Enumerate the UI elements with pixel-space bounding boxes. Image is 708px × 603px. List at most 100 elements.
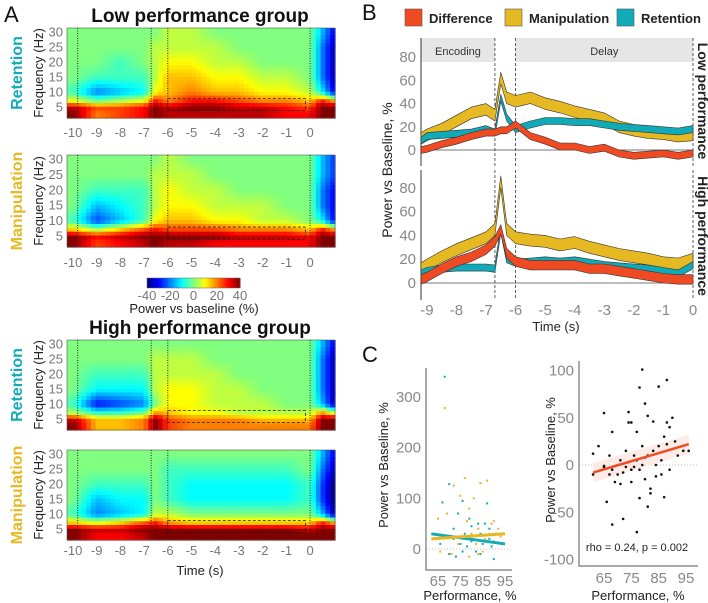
heatmap-cell [81, 158, 87, 164]
heatmap-cell [224, 174, 231, 179]
heatmap-cell [205, 385, 212, 390]
panel-label-b: B [362, 0, 377, 25]
heatmap-cell [71, 525, 78, 530]
heatmap-cell [220, 457, 226, 462]
heatmap-cell [67, 178, 73, 183]
heatmap-cell [162, 403, 169, 409]
heatmap-cell [162, 528, 169, 534]
heatmap-cell [311, 212, 317, 217]
heatmap-cell [220, 472, 226, 477]
heatmap-cell [162, 91, 169, 97]
heatmap-cell [95, 528, 102, 534]
heatmap-cell [153, 517, 159, 522]
heatmap-cell [320, 185, 327, 191]
heatmap-cell [105, 513, 111, 519]
heatmap-cell [220, 491, 226, 496]
heatmap-cell [114, 528, 121, 534]
heatmap-cell [215, 174, 221, 179]
heatmap-cell [311, 155, 317, 160]
heatmap-cell [191, 422, 197, 427]
heatmap-cell [239, 106, 245, 112]
heatmap-cell [210, 204, 216, 210]
heatmap-cell [282, 65, 288, 70]
heatmap-cell [153, 170, 159, 175]
heatmap-cell [315, 58, 322, 63]
heatmap-cell [129, 472, 135, 477]
heatmap-cell [67, 400, 73, 405]
heatmap-cell [71, 31, 78, 37]
heatmap-cell [177, 355, 183, 360]
heatmap-cell [282, 407, 288, 412]
heatmap-cell [167, 355, 173, 360]
heatmap-cell [100, 80, 106, 85]
heatmap-cell [201, 114, 207, 119]
heatmap-cell [239, 392, 245, 397]
heatmap-cell [148, 480, 154, 485]
heatmap-cell [167, 373, 173, 379]
heatmap-cell [76, 174, 82, 179]
heatmap-cell [90, 208, 97, 214]
heatmap-cell [105, 193, 111, 198]
heatmap-cell [282, 392, 288, 397]
heatmap-cell [90, 231, 97, 237]
heatmap-cell [124, 468, 130, 474]
heatmap-cell [114, 114, 121, 119]
heatmap-cell [134, 517, 140, 522]
heatmap-cell [67, 373, 73, 379]
heatmap-cell [172, 88, 178, 93]
x-tick-label: -8 [115, 125, 127, 140]
heatmap-cell [138, 362, 145, 367]
heatmap-cell [124, 381, 130, 386]
heatmap-cell [205, 521, 212, 526]
heatmap-cell [90, 396, 97, 401]
heatmap-cell [134, 69, 140, 74]
heatmap-cell [105, 61, 111, 67]
heatmap-cell [229, 231, 236, 237]
heatmap-cell [215, 465, 221, 470]
heatmap-cell [210, 58, 216, 63]
heatmap-cell [248, 91, 255, 97]
heatmap-cell [100, 536, 106, 541]
heatmap-cell [143, 355, 149, 360]
heatmap-cell [320, 73, 327, 78]
heatmap-cell [210, 181, 216, 187]
heatmap-cell [90, 453, 97, 459]
heatmap-cell [272, 385, 279, 390]
heatmap-cell [306, 235, 312, 240]
heatmap-cell [86, 377, 92, 382]
heatmap-cell [248, 88, 255, 93]
heatmap-cell [167, 35, 173, 40]
heatmap-cell [71, 517, 78, 522]
heatmap-cell [234, 76, 240, 82]
heatmap-cell [157, 422, 164, 427]
heatmap-cell [172, 510, 178, 515]
heatmap-cell [186, 193, 193, 198]
heatmap-cell [315, 110, 322, 115]
heatmap-cell [167, 73, 173, 78]
heatmap-cell [143, 450, 149, 455]
heatmap-cell [167, 106, 173, 112]
heatmap-cell [181, 426, 188, 431]
heatmap-cell [76, 54, 82, 59]
heatmap-cell [325, 201, 331, 206]
heatmap-cell [181, 50, 188, 55]
heatmap-cell [330, 239, 336, 244]
heatmap-cell [86, 39, 92, 44]
heatmap-cell [224, 235, 231, 240]
heatmap-cell [90, 366, 97, 371]
heatmap-cell [105, 532, 111, 537]
heatmap-cell [191, 166, 197, 171]
heatmap-cell [86, 498, 92, 504]
heatmap-cell [315, 400, 322, 405]
heatmap-cell [268, 54, 274, 59]
heatmap-cell [119, 453, 126, 459]
heatmap-cell [196, 480, 202, 485]
heatmap-cell [148, 487, 154, 492]
heatmap-cell [76, 532, 82, 537]
heatmap-cell [268, 110, 274, 115]
heatmap-cell [258, 69, 264, 74]
heatmap-cell [325, 155, 331, 160]
heatmap-cell [296, 88, 303, 93]
heatmap-cell [239, 54, 245, 59]
heatmap-cell [330, 170, 336, 175]
